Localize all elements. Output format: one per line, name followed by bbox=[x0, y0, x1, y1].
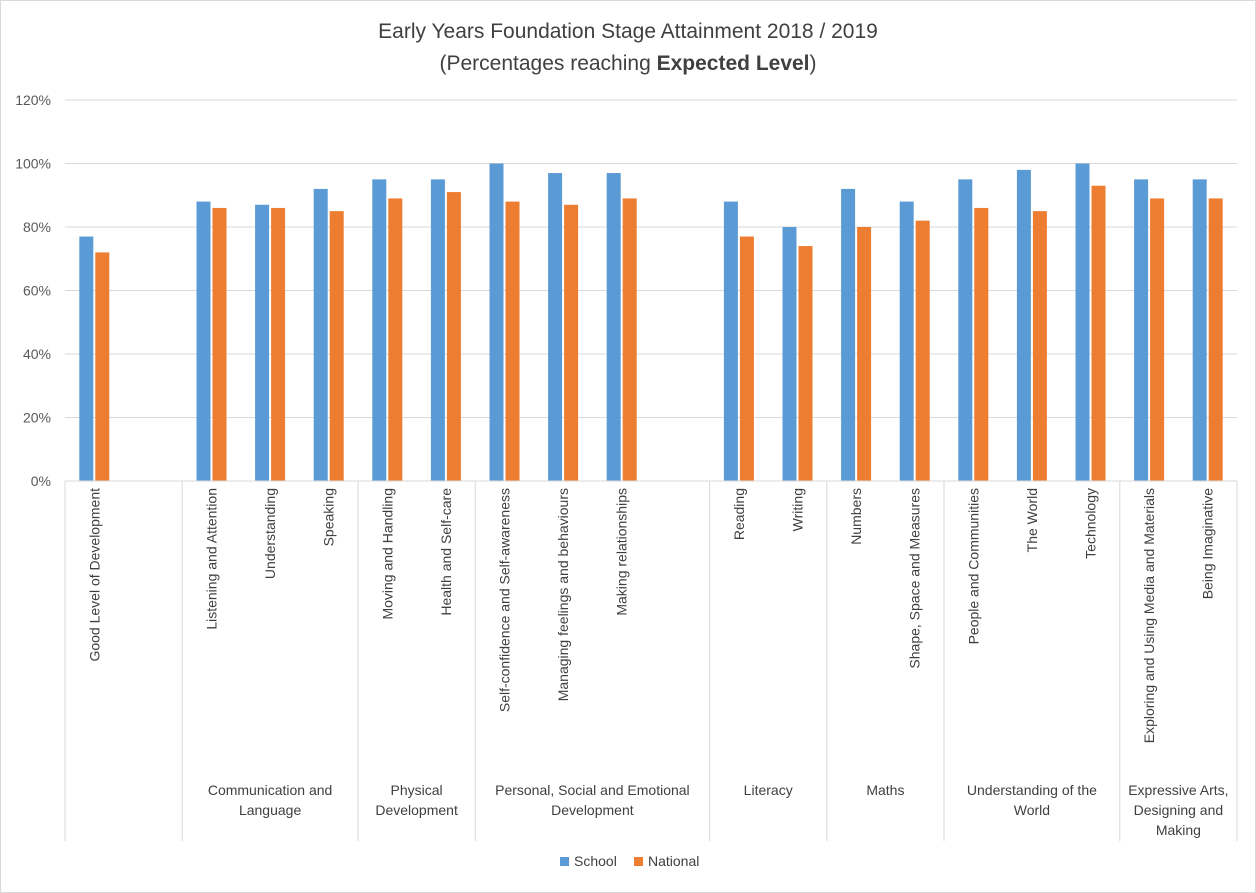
y-tick-label: 40% bbox=[23, 346, 51, 362]
bar-national bbox=[1091, 185, 1106, 481]
category-label: Being Imaginative bbox=[1200, 488, 1216, 600]
bar-school bbox=[1016, 169, 1031, 481]
category-label: Technology bbox=[1083, 488, 1099, 559]
bar-national bbox=[857, 227, 872, 481]
bar-national bbox=[505, 201, 520, 481]
y-tick-label: 20% bbox=[23, 410, 51, 426]
bar-school bbox=[196, 201, 211, 481]
category-label: Moving and Handling bbox=[379, 488, 395, 620]
group-label: Development bbox=[551, 802, 634, 818]
bar-school bbox=[313, 188, 328, 481]
bar-national bbox=[1032, 211, 1047, 481]
bar-national bbox=[329, 211, 344, 481]
bar-national bbox=[1208, 198, 1223, 482]
category-label: Managing feelings and behaviours bbox=[555, 488, 571, 701]
group-label: Designing and bbox=[1134, 802, 1224, 818]
category-label: Good Level of Development bbox=[86, 488, 102, 662]
y-tick-label: 100% bbox=[15, 156, 51, 172]
category-label: Health and Self-care bbox=[438, 488, 454, 616]
bar-national bbox=[564, 204, 579, 481]
category-label: Self-confidence and Self-awareness bbox=[497, 488, 513, 712]
group-label: Making bbox=[1156, 822, 1201, 838]
bar-national bbox=[1150, 198, 1165, 482]
category-label: Making relationships bbox=[614, 488, 630, 616]
bar-school bbox=[782, 227, 797, 481]
legend-label-national: National bbox=[648, 853, 699, 869]
group-label: Development bbox=[375, 802, 458, 818]
legend: School National bbox=[560, 853, 699, 869]
category-label: Understanding bbox=[262, 488, 278, 579]
chart-subtitle: (Percentages reaching Expected Level) bbox=[439, 52, 816, 75]
y-axis-ticks: 0% 20% 40% 60% 80% 100% 120% bbox=[15, 92, 51, 489]
group-labels: Communication and Language Physical Develop… bbox=[208, 782, 1229, 838]
bar-school bbox=[841, 188, 856, 481]
bar-school bbox=[899, 201, 914, 481]
legend-swatch-school bbox=[560, 857, 569, 866]
bar-national bbox=[974, 207, 989, 481]
group-label: Communication and bbox=[208, 782, 333, 798]
bar-national bbox=[622, 198, 637, 482]
category-label: Speaking bbox=[321, 488, 337, 546]
bar-school bbox=[372, 179, 387, 481]
bar-national bbox=[446, 192, 461, 481]
category-label: Writing bbox=[790, 488, 806, 531]
group-label: Language bbox=[239, 802, 302, 818]
category-labels: Good Level of Development Listening and A… bbox=[86, 488, 1215, 743]
bar-national bbox=[798, 246, 813, 481]
x-axis bbox=[64, 480, 1238, 841]
bar-school bbox=[723, 201, 738, 481]
category-label: Shape, Space and Measures bbox=[907, 488, 923, 669]
bar-national bbox=[212, 207, 227, 481]
subtitle-suffix: ) bbox=[810, 52, 817, 75]
bar-national bbox=[915, 220, 930, 481]
group-label: Understanding of the bbox=[967, 782, 1097, 798]
y-tick-label: 120% bbox=[15, 92, 51, 108]
y-tick-label: 0% bbox=[31, 473, 51, 489]
bar-national bbox=[95, 252, 110, 481]
bar-school bbox=[548, 173, 563, 481]
bar-national bbox=[739, 236, 754, 481]
category-label: The World bbox=[1024, 488, 1040, 552]
y-tick-label: 80% bbox=[23, 219, 51, 235]
group-label: Maths bbox=[866, 782, 904, 798]
bar-national bbox=[271, 207, 286, 481]
group-label: Physical bbox=[391, 782, 443, 798]
category-label: Exploring and Using Media and Materials bbox=[1141, 488, 1157, 743]
bar-national bbox=[388, 198, 403, 482]
bar-school bbox=[1075, 163, 1090, 481]
bar-school bbox=[1134, 179, 1149, 481]
y-tick-label: 60% bbox=[23, 283, 51, 299]
group-label: Personal, Social and Emotional bbox=[495, 782, 690, 798]
group-label: Expressive Arts, bbox=[1128, 782, 1228, 798]
category-label: Numbers bbox=[848, 488, 864, 545]
bar-school bbox=[1192, 179, 1207, 481]
category-label: Reading bbox=[731, 488, 747, 540]
subtitle-bold: Expected Level bbox=[657, 52, 810, 75]
legend-swatch-national bbox=[634, 857, 643, 866]
bar-school bbox=[255, 204, 270, 481]
subtitle-prefix: (Percentages reaching bbox=[439, 52, 656, 75]
bar-school bbox=[79, 236, 94, 481]
bars bbox=[79, 163, 1223, 482]
bar-school bbox=[489, 163, 504, 481]
bar-school bbox=[430, 179, 445, 481]
legend-label-school: School bbox=[574, 853, 617, 869]
group-label: Literacy bbox=[744, 782, 793, 798]
bar-school bbox=[958, 179, 973, 481]
bar-school bbox=[606, 173, 621, 481]
category-label: People and Communities bbox=[965, 488, 981, 644]
category-label: Listening and Attention bbox=[204, 488, 220, 630]
group-label: World bbox=[1014, 802, 1050, 818]
chart-title: Early Years Foundation Stage Attainment … bbox=[378, 20, 878, 43]
